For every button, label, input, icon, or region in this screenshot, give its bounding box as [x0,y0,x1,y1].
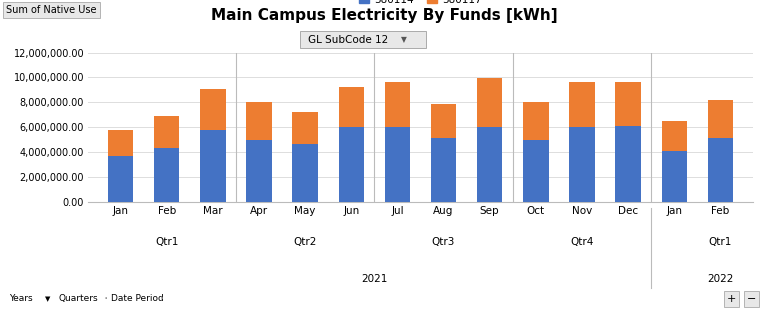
Text: Qtr1: Qtr1 [709,237,732,247]
Text: ▼: ▼ [45,296,50,302]
Bar [661,151,687,202]
Text: GL SubCode 12: GL SubCode 12 [307,34,388,45]
Bar [431,104,456,138]
Bar [477,78,502,127]
Bar [200,130,226,202]
Text: Years: Years [9,294,33,303]
Bar [615,82,641,126]
Text: 2021: 2021 [361,274,388,284]
Text: Main Campus Electricity By Funds [kWh]: Main Campus Electricity By Funds [kWh] [210,8,558,23]
Text: ·: · [104,292,108,306]
Bar [108,156,134,202]
Legend: 380114, 380117: 380114, 380117 [355,0,486,9]
Bar [569,127,594,202]
Bar [569,82,594,127]
Bar [247,140,272,202]
Bar [477,127,502,202]
Bar [431,138,456,202]
Bar [247,102,272,140]
Bar [339,87,364,127]
Text: 2022: 2022 [707,274,733,284]
Bar [293,112,318,144]
Bar [108,130,134,156]
Bar [200,89,226,130]
Text: −: − [746,294,756,304]
Bar [707,138,733,202]
Bar [523,140,548,202]
Text: Qtr1: Qtr1 [155,237,178,247]
Bar [293,144,318,202]
Bar [523,102,548,140]
Bar [615,126,641,202]
Bar [385,82,410,127]
Text: +: + [727,294,736,304]
Text: ·: · [160,292,164,306]
Text: Date Period: Date Period [111,294,164,303]
Text: Qtr2: Qtr2 [293,237,317,247]
FancyBboxPatch shape [300,31,426,48]
Bar [339,127,364,202]
Bar [154,116,180,148]
Bar [661,121,687,151]
Text: Qtr4: Qtr4 [571,237,594,247]
Text: Qtr3: Qtr3 [432,237,455,247]
Bar [385,127,410,202]
Bar [707,100,733,138]
Text: Sum of Native Use: Sum of Native Use [6,5,97,15]
Text: Quarters: Quarters [58,294,98,303]
Bar [154,148,180,202]
Text: ▼: ▼ [400,35,406,44]
